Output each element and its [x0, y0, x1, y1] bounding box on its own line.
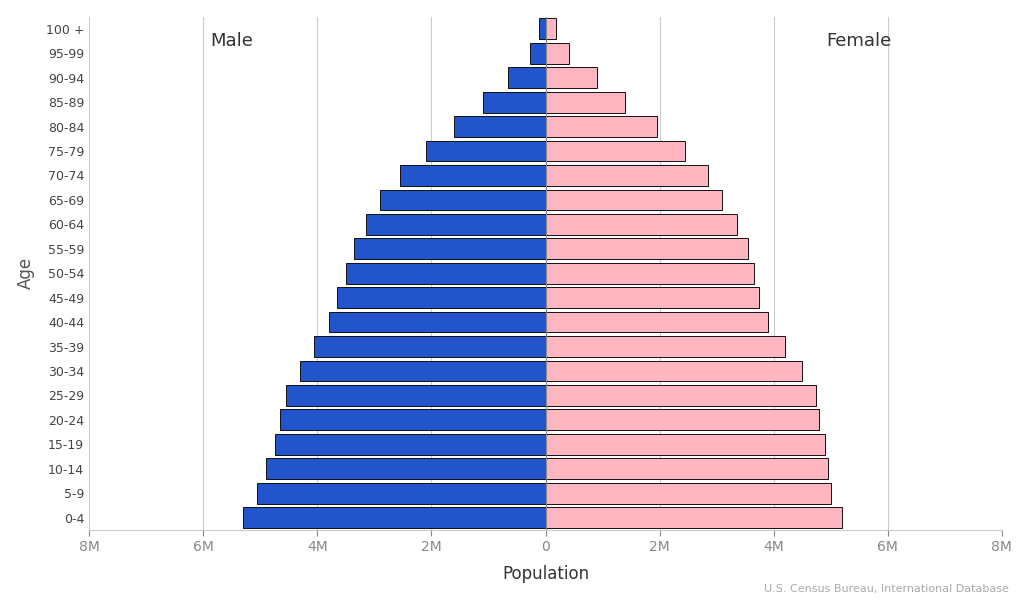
- Bar: [257, 483, 545, 503]
- Bar: [426, 140, 545, 161]
- Bar: [545, 434, 825, 455]
- Bar: [545, 165, 708, 186]
- Bar: [530, 43, 545, 64]
- Bar: [545, 43, 569, 64]
- Bar: [545, 19, 556, 39]
- Bar: [545, 385, 816, 406]
- Bar: [315, 336, 545, 357]
- Bar: [454, 116, 545, 137]
- Bar: [545, 238, 748, 259]
- Bar: [380, 190, 545, 211]
- Bar: [483, 92, 545, 113]
- Bar: [280, 409, 545, 430]
- Bar: [545, 312, 768, 332]
- Bar: [366, 214, 545, 235]
- Bar: [545, 507, 842, 528]
- Bar: [328, 312, 545, 332]
- Bar: [346, 263, 545, 284]
- Bar: [545, 67, 597, 88]
- Bar: [545, 458, 828, 479]
- Bar: [545, 336, 785, 357]
- Bar: [545, 483, 830, 503]
- Bar: [545, 361, 803, 382]
- Text: U.S. Census Bureau, International Database: U.S. Census Bureau, International Databa…: [764, 584, 1008, 594]
- Bar: [400, 165, 545, 186]
- Bar: [300, 361, 545, 382]
- Bar: [545, 140, 685, 161]
- Bar: [243, 507, 545, 528]
- Bar: [545, 190, 722, 211]
- Bar: [545, 263, 753, 284]
- Text: Female: Female: [826, 32, 892, 50]
- Bar: [538, 19, 545, 39]
- Bar: [545, 116, 657, 137]
- Bar: [265, 458, 545, 479]
- Bar: [545, 214, 737, 235]
- Bar: [286, 385, 545, 406]
- Y-axis label: Age: Age: [16, 257, 35, 289]
- Bar: [545, 409, 819, 430]
- Bar: [508, 67, 545, 88]
- Bar: [354, 238, 545, 259]
- Text: Male: Male: [210, 32, 253, 50]
- X-axis label: Population: Population: [502, 565, 589, 583]
- Bar: [338, 287, 545, 308]
- Bar: [275, 434, 545, 455]
- Bar: [545, 287, 759, 308]
- Bar: [545, 92, 626, 113]
